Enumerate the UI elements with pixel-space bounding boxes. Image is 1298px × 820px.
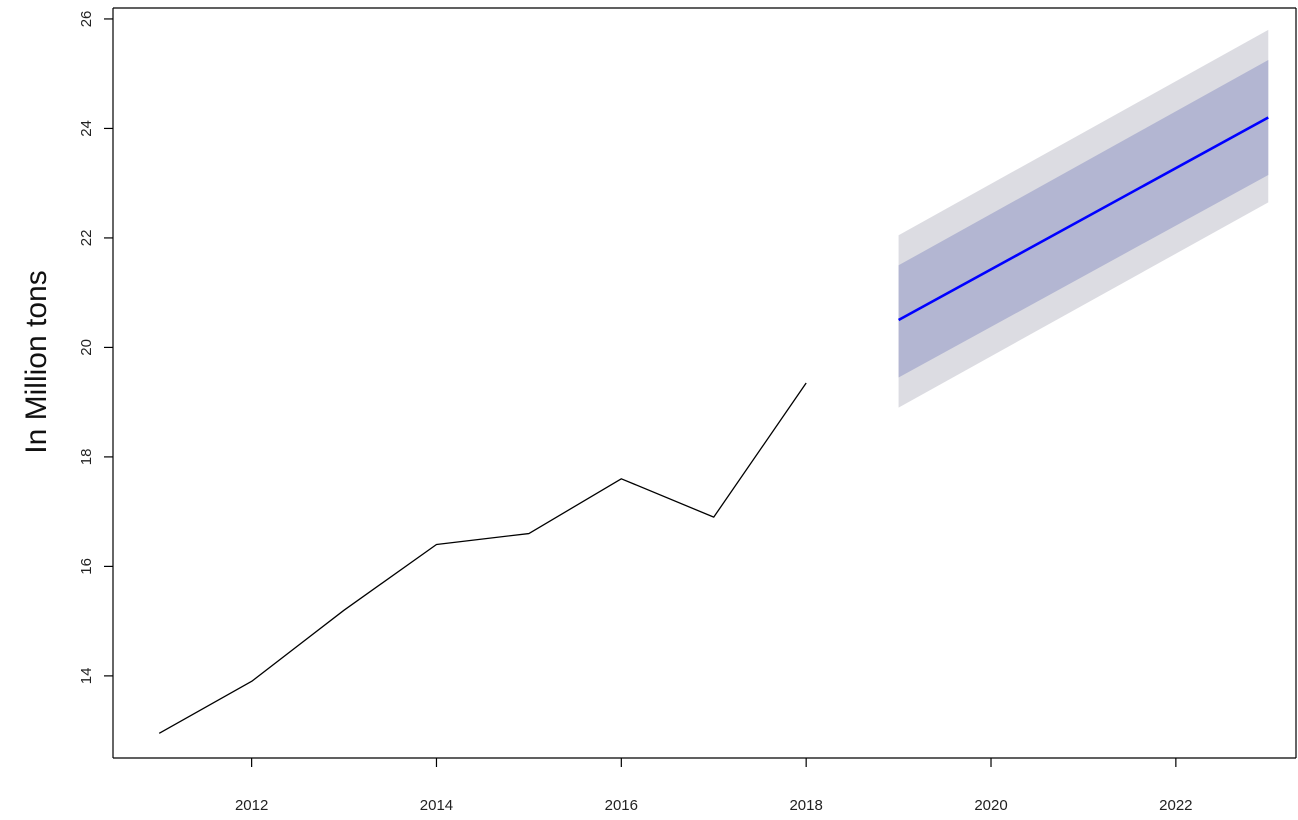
- x-tick-label: 2014: [420, 797, 453, 814]
- axes: [112, 7, 1297, 759]
- x-tick-label: 2022: [1159, 797, 1192, 814]
- y-tick-label: 16: [78, 558, 95, 575]
- x-tick-label: 2016: [605, 797, 638, 814]
- x-tick-label: 2012: [235, 797, 268, 814]
- y-tick-label: 24: [78, 120, 95, 137]
- y-tick-label: 26: [78, 11, 95, 28]
- actual-series-line: [158, 382, 807, 734]
- x-tick-label: 2018: [789, 797, 822, 814]
- y-tick-label: 18: [78, 449, 95, 466]
- y-axis-ticks: 14 16 18 20 22 24 26: [78, 11, 113, 685]
- y-tick-label: 14: [78, 668, 95, 685]
- x-tick-label: 2020: [974, 797, 1007, 814]
- y-tick-label: 22: [78, 230, 95, 247]
- y-tick-label: 20: [78, 339, 95, 356]
- y-axis-label: In Million tons: [20, 270, 53, 453]
- x-axis-ticks: 2012 2014 2016 2018 2020 2022: [235, 758, 1193, 814]
- series-lines: [158, 116, 1269, 734]
- forecast-series-line: [897, 116, 1269, 322]
